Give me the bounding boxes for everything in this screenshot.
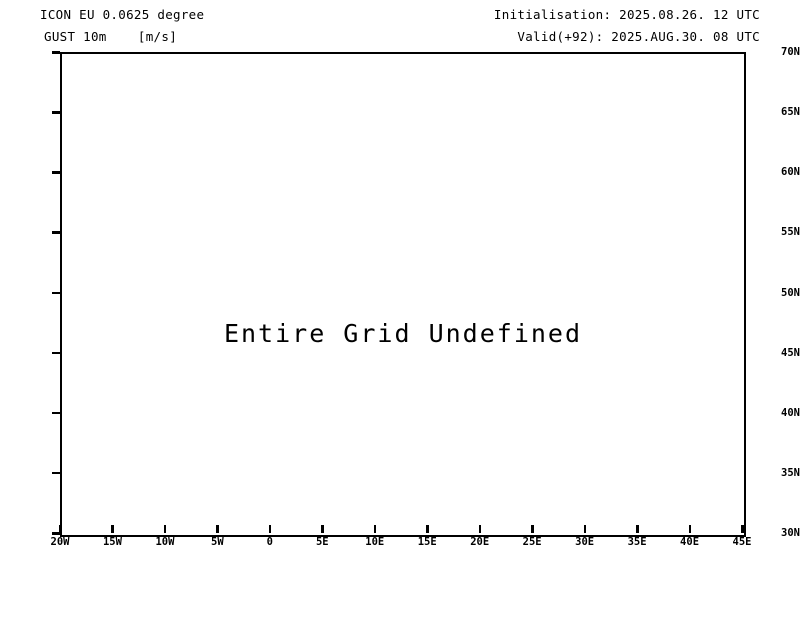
latitude-tick-label: 35N [781, 466, 800, 479]
latitude-tick-label: 65N [781, 106, 800, 119]
latitude-tick-mark [52, 111, 60, 114]
latitude-tick-label: 50N [781, 286, 800, 299]
latitude-tick-label: 40N [781, 406, 800, 419]
longitude-tick-mark [688, 525, 692, 533]
longitude-tick-label: 15W [102, 536, 122, 548]
latitude-tick-label: 70N [781, 46, 800, 58]
longitude-tick-mark [268, 525, 272, 533]
latitude-tick-mark [52, 471, 60, 475]
longitude-tick-label: 10E [365, 536, 385, 548]
latitude-tick-label: 60N [781, 166, 800, 179]
longitude-tick-mark [111, 525, 114, 533]
longitude-tick-label: 40E [680, 536, 700, 548]
longitude-tick-mark [216, 525, 219, 533]
longitude-tick-label: 0 [266, 536, 274, 548]
map-plot-area: Entire Grid Undefined [60, 52, 746, 537]
initialisation-time: Initialisation: 2025.08.26. 12 UTC [493, 7, 760, 22]
longitude-tick-mark [59, 525, 62, 533]
longitude-tick-mark [321, 525, 324, 533]
latitude-tick-label: 45N [781, 346, 800, 359]
longitude-tick-mark [373, 525, 377, 533]
latitude-tick-mark [52, 411, 60, 415]
longitude-tick-label: 25E [522, 536, 542, 548]
latitude-tick-mark [52, 231, 60, 234]
longitude-tick-label: 5E [315, 536, 329, 548]
longitude-tick-label: 30E [575, 536, 595, 548]
longitude-tick-label: 15E [417, 536, 437, 548]
longitude-tick-label: 20E [470, 536, 490, 548]
latitude-tick-mark [52, 351, 60, 355]
latitude-tick-mark [52, 532, 60, 535]
parameter-title: GUST 10m [m/s] [44, 29, 178, 44]
longitude-tick-mark [426, 525, 429, 533]
latitude-tick-label: 55N [781, 226, 800, 239]
longitude-tick-label: 10W [155, 536, 175, 548]
longitude-tick-mark [531, 525, 534, 533]
model-title: ICON EU 0.0625 degree [40, 7, 205, 22]
longitude-tick-label: 35E [627, 536, 647, 548]
latitude-tick-label: 30N [781, 527, 800, 539]
longitude-tick-label: 20W [50, 536, 70, 548]
longitude-tick-mark [583, 525, 587, 533]
grid-undefined-message: Entire Grid Undefined [223, 319, 583, 348]
longitude-tick-label: 5W [211, 536, 224, 548]
latitude-tick-mark [52, 51, 60, 54]
latitude-tick-mark [52, 171, 60, 174]
longitude-tick-mark [478, 525, 482, 533]
valid-time: Valid(+92): 2025.AUG.30. 08 UTC [517, 29, 760, 44]
latitude-tick-mark [52, 291, 60, 294]
longitude-tick-label: 45E [732, 536, 752, 548]
longitude-tick-mark [636, 525, 639, 533]
longitude-tick-mark [741, 525, 744, 533]
longitude-tick-mark [163, 525, 167, 533]
